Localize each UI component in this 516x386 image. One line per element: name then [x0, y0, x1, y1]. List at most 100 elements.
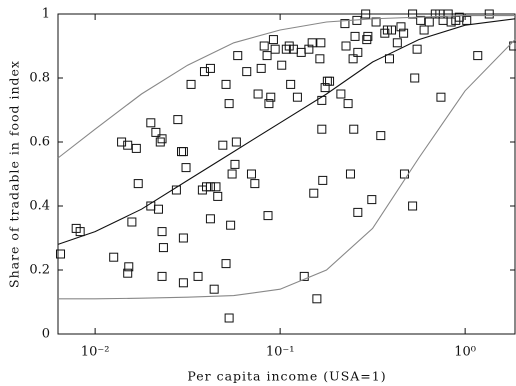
point [124, 262, 134, 272]
y-tick-label: 0.2 [29, 263, 50, 278]
point [268, 35, 278, 45]
point [123, 140, 133, 150]
point [259, 41, 269, 51]
plot-frame [57, 13, 516, 335]
point [348, 54, 358, 64]
point [262, 51, 272, 61]
point [226, 220, 236, 230]
point [75, 227, 85, 237]
point [316, 38, 326, 48]
point [173, 115, 183, 125]
point [315, 54, 325, 64]
point [205, 63, 215, 73]
point [157, 134, 167, 144]
point [299, 271, 309, 281]
curve [58, 39, 516, 300]
point [193, 271, 203, 281]
point [253, 89, 263, 99]
point [361, 9, 371, 19]
point [509, 41, 516, 51]
point [419, 25, 429, 35]
point [157, 227, 167, 237]
point [454, 12, 464, 22]
point [270, 44, 280, 54]
point [181, 163, 191, 173]
point [380, 28, 390, 38]
point [205, 182, 215, 192]
point [246, 169, 256, 179]
point [199, 67, 209, 77]
point [304, 44, 314, 54]
point [117, 137, 127, 147]
point [399, 28, 409, 38]
point [224, 99, 234, 109]
point [146, 118, 156, 128]
point [412, 44, 422, 54]
point [312, 294, 322, 304]
point [473, 51, 483, 61]
y-tick-label: 1 [42, 7, 50, 22]
point [349, 124, 359, 134]
x-axis-label: Per capita income (USA=1) [187, 369, 386, 384]
x-tick-label: 10⁻¹ [266, 345, 295, 360]
point [178, 278, 188, 288]
point [264, 99, 274, 109]
point [384, 54, 394, 64]
point [318, 175, 328, 185]
y-axis-label: Share of tradable in food index [7, 60, 22, 288]
point [178, 233, 188, 243]
point [336, 89, 346, 99]
point [371, 17, 381, 27]
point [340, 19, 350, 29]
point [176, 147, 186, 157]
point [376, 131, 386, 141]
point [277, 60, 287, 70]
point [221, 259, 231, 269]
point [153, 204, 163, 214]
point [430, 9, 440, 19]
point [133, 179, 143, 189]
point [256, 63, 266, 73]
point [205, 214, 215, 224]
point [266, 92, 276, 102]
point [325, 76, 335, 86]
point [209, 284, 219, 294]
point [213, 191, 223, 201]
point [263, 211, 273, 221]
point [158, 243, 168, 253]
point [408, 9, 418, 19]
point [56, 249, 66, 259]
point [123, 268, 133, 278]
point [343, 99, 353, 109]
point [399, 169, 409, 179]
point [157, 271, 167, 281]
y-tick-label: 0.6 [29, 135, 50, 150]
point [230, 159, 240, 169]
point [341, 41, 351, 51]
point [292, 92, 302, 102]
point [131, 143, 141, 153]
point [233, 51, 243, 61]
x-tick-label: 10⁰ [454, 345, 476, 360]
point [484, 9, 494, 19]
point [317, 95, 327, 105]
point [109, 252, 119, 262]
point [221, 79, 231, 89]
point [250, 179, 260, 189]
point [309, 188, 319, 198]
point [227, 169, 237, 179]
point [127, 217, 137, 227]
point [387, 25, 397, 35]
point [436, 92, 446, 102]
point [218, 140, 228, 150]
point [353, 47, 363, 57]
point [446, 17, 456, 27]
point [362, 35, 372, 45]
point [286, 79, 296, 89]
point [396, 22, 406, 32]
point [224, 313, 234, 323]
y-tick-label: 0 [42, 327, 50, 342]
point [186, 79, 196, 89]
point [350, 31, 360, 41]
